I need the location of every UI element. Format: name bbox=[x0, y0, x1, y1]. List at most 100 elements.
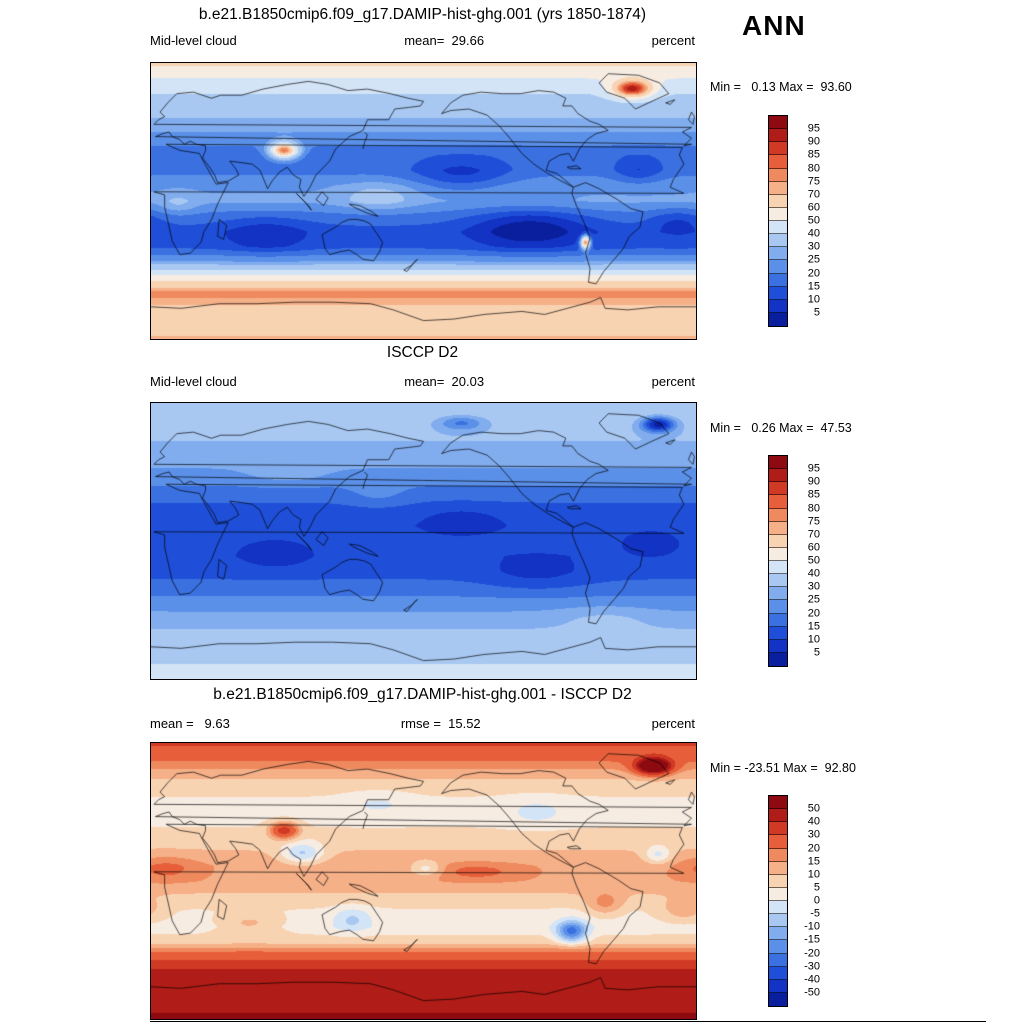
colorbar-cell bbox=[769, 574, 787, 588]
colorbar-tick-label: 80 bbox=[807, 502, 820, 514]
mean-label-diff: mean = 9.63 bbox=[150, 716, 230, 731]
colorbar-tick-label: 0 bbox=[813, 894, 820, 907]
colorbar-cell bbox=[769, 613, 787, 627]
colorbar-cell bbox=[769, 168, 787, 182]
rmse-label-diff: rmse = 15.52 bbox=[400, 716, 481, 731]
colorbar-obs: 95 90 85 80 75 70 60 50 40 30 25 20 15 10 5 bbox=[768, 455, 828, 667]
colorbar-cell bbox=[769, 600, 787, 614]
colorbar-tick-label: -5 bbox=[810, 907, 820, 920]
colorbar-cell bbox=[769, 155, 787, 169]
colorbar-cell bbox=[769, 940, 787, 954]
colorbar-cell bbox=[769, 312, 787, 326]
colorbar-tick-label: 40 bbox=[807, 227, 820, 240]
mean-label-model: mean= 29.66 bbox=[404, 33, 485, 48]
colorbar-cell bbox=[769, 966, 787, 980]
panel-title-obs: ISCCP D2 bbox=[386, 344, 459, 361]
variable-label-obs: Mid-level cloud bbox=[150, 374, 237, 389]
colorbar-cell bbox=[769, 299, 787, 313]
colorbar-tick-label: 20 bbox=[807, 842, 820, 854]
colorbar-tick-label: 90 bbox=[807, 475, 820, 488]
map-canvas-diff bbox=[150, 742, 697, 1020]
colorbar-cell bbox=[769, 848, 787, 862]
panel-title-model: b.e21.B1850cmip6.f09_g17.DAMIP-hist-ghg.… bbox=[198, 6, 647, 23]
colorbar-cell bbox=[769, 116, 787, 130]
colorbar-tick-label: 40 bbox=[807, 567, 820, 580]
units-label-obs: percent bbox=[651, 374, 695, 389]
colorbar-tick-label: 50 bbox=[807, 214, 820, 227]
colorbar-tick-label: 15 bbox=[807, 855, 820, 868]
colorbar-cell bbox=[769, 901, 787, 915]
colorbar-cell bbox=[769, 809, 787, 823]
minmax-label-obs: Min = 0.26 Max = 47.53 bbox=[710, 421, 852, 435]
colorbar-tick-label: 10 bbox=[807, 868, 820, 881]
colorbar-tick-label: 30 bbox=[807, 828, 820, 841]
colorbar-tick-label: 5 bbox=[813, 306, 820, 319]
minmax-label-model: Min = 0.13 Max = 93.60 bbox=[710, 80, 852, 94]
colorbar-cell bbox=[769, 822, 787, 836]
panel-title-diff: b.e21.B1850cmip6.f09_g17.DAMIP-hist-ghg.… bbox=[213, 686, 632, 703]
colorbar-tick-label: 70 bbox=[807, 528, 820, 541]
colorbar-cell bbox=[769, 587, 787, 601]
colorbar-tick-label: 75 bbox=[807, 175, 820, 188]
colorbar-cell bbox=[769, 914, 787, 928]
colorbar-tick-label: 50 bbox=[807, 802, 820, 815]
colorbar-tick-label: 90 bbox=[807, 135, 820, 148]
colorbar-cell bbox=[769, 495, 787, 509]
colorbar-tick-label: 30 bbox=[807, 240, 820, 253]
colorbar-cell bbox=[769, 547, 787, 561]
map-canvas-model bbox=[150, 62, 697, 340]
colorbar-tick-label: 60 bbox=[807, 201, 820, 214]
colorbar-tick-label: 85 bbox=[807, 488, 820, 501]
units-label-model: percent bbox=[651, 33, 695, 48]
variable-label-model: Mid-level cloud bbox=[150, 33, 237, 48]
colorbar-cell bbox=[769, 207, 787, 221]
colorbar-tick-label: 5 bbox=[813, 646, 820, 659]
colorbar-tick-label: -15 bbox=[804, 933, 820, 946]
stats-row-model: Mid-level cloud mean= 29.66 percent bbox=[150, 33, 695, 48]
colorbar-cell bbox=[769, 508, 787, 522]
colorbar-cell bbox=[769, 953, 787, 967]
map-canvas-obs bbox=[150, 402, 697, 680]
colorbar-tick-label: -50 bbox=[804, 986, 820, 999]
colorbar-cell bbox=[769, 247, 787, 261]
season-label: ANN bbox=[742, 10, 806, 41]
stats-row-obs: Mid-level cloud mean= 20.03 percent bbox=[150, 374, 695, 389]
colorbar-cell bbox=[769, 273, 787, 287]
colorbar-diff: 50 40 30 20 15 10 5 0 -5 -10 -15 -20 -30 -40 -50 bbox=[768, 795, 828, 1007]
colorbar-cell bbox=[769, 887, 787, 901]
colorbar-tick-label: 85 bbox=[807, 148, 820, 161]
colorbar-tick-label: -20 bbox=[804, 947, 820, 959]
colorbar-cell bbox=[769, 234, 787, 248]
colorbar-strip bbox=[768, 795, 788, 1007]
colorbar-cell bbox=[769, 874, 787, 888]
stats-row-diff: mean = 9.63 rmse = 15.52 percent bbox=[150, 716, 695, 731]
colorbar-cell bbox=[769, 652, 787, 666]
colorbar-cell bbox=[769, 639, 787, 653]
colorbar-tick-label: 50 bbox=[807, 554, 820, 567]
colorbar-cell bbox=[769, 534, 787, 548]
colorbar-tick-label: 60 bbox=[807, 541, 820, 554]
colorbar-cell bbox=[769, 181, 787, 195]
colorbar-cell bbox=[769, 469, 787, 483]
colorbar-strip bbox=[768, 455, 788, 667]
colorbar-cell bbox=[769, 796, 787, 810]
colorbar-tick-label: -30 bbox=[804, 960, 820, 973]
colorbar-cell bbox=[769, 861, 787, 875]
colorbar-tick-label: 95 bbox=[807, 122, 820, 135]
colorbar-tick-label: 25 bbox=[807, 253, 820, 266]
colorbar-cell bbox=[769, 482, 787, 496]
mean-label-obs: mean= 20.03 bbox=[404, 374, 485, 389]
colorbar-cell bbox=[769, 194, 787, 208]
colorbar-tick-label: 15 bbox=[807, 280, 820, 293]
colorbar-model: 95 90 85 80 75 70 60 50 40 30 25 20 15 10 5 bbox=[768, 115, 828, 327]
colorbar-tick-label: 10 bbox=[807, 633, 820, 646]
colorbar-tick-label: 75 bbox=[807, 515, 820, 528]
colorbar-tick-label: 80 bbox=[807, 162, 820, 174]
colorbar-cell bbox=[769, 286, 787, 300]
colorbar-cell bbox=[769, 456, 787, 470]
colorbar-cell bbox=[769, 992, 787, 1006]
colorbar-cell bbox=[769, 927, 787, 941]
colorbar-tick-label: 15 bbox=[807, 620, 820, 633]
colorbar-tick-label: 5 bbox=[813, 881, 820, 894]
colorbar-cell bbox=[769, 142, 787, 156]
